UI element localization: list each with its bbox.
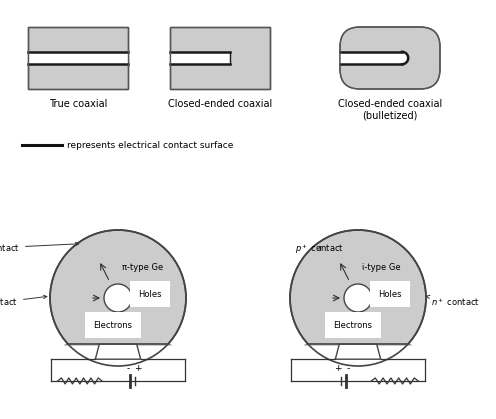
Bar xyxy=(36,344,199,378)
Text: -: - xyxy=(347,364,350,373)
Bar xyxy=(304,344,412,346)
Text: $n^+$ contact: $n^+$ contact xyxy=(0,242,79,254)
Circle shape xyxy=(344,284,372,312)
Text: Closed-ended coaxial
(bulletized): Closed-ended coaxial (bulletized) xyxy=(338,99,442,121)
Text: True coaxial: True coaxial xyxy=(49,99,107,109)
Text: Electrons: Electrons xyxy=(94,321,132,330)
Bar xyxy=(276,344,439,378)
Text: -: - xyxy=(127,364,130,373)
Bar xyxy=(28,27,128,89)
Text: i-type Ge: i-type Ge xyxy=(362,263,401,272)
Bar xyxy=(340,52,402,64)
Circle shape xyxy=(50,230,186,366)
Polygon shape xyxy=(335,344,381,359)
Bar xyxy=(28,52,128,64)
Text: $n^+$ contact: $n^+$ contact xyxy=(426,295,480,308)
Bar xyxy=(63,344,173,346)
Text: Closed-ended coaxial: Closed-ended coaxial xyxy=(168,99,272,109)
Bar xyxy=(170,27,270,89)
Polygon shape xyxy=(95,344,141,359)
Bar xyxy=(170,52,230,64)
Circle shape xyxy=(104,284,132,312)
Bar xyxy=(28,27,128,89)
Text: +: + xyxy=(133,364,141,373)
Wedge shape xyxy=(402,52,408,64)
Text: Holes: Holes xyxy=(378,290,401,298)
Text: $p^+$ contact: $p^+$ contact xyxy=(0,295,47,310)
Text: Holes: Holes xyxy=(138,290,162,298)
Text: +: + xyxy=(334,364,341,373)
Text: π-type Ge: π-type Ge xyxy=(122,263,163,272)
FancyBboxPatch shape xyxy=(340,27,440,89)
Text: $p^+$ contact: $p^+$ contact xyxy=(295,242,344,256)
Bar xyxy=(170,27,270,89)
Text: Electrons: Electrons xyxy=(333,321,372,330)
Circle shape xyxy=(290,230,426,366)
Text: represents electrical contact surface: represents electrical contact surface xyxy=(67,140,234,150)
